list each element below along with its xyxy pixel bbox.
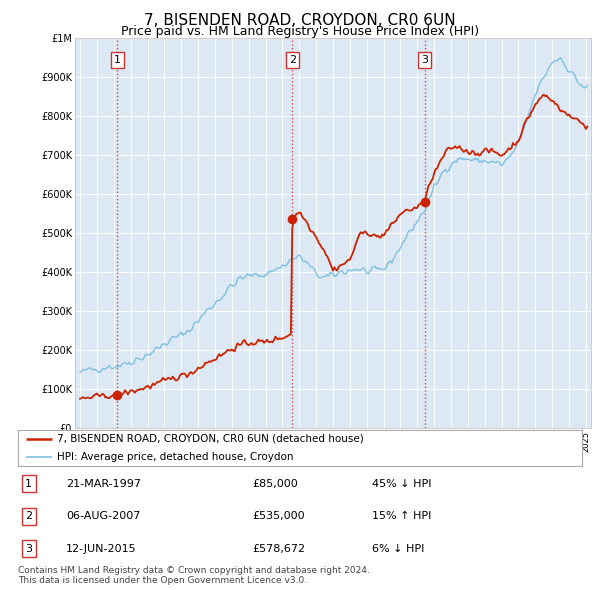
Text: 6% ↓ HPI: 6% ↓ HPI bbox=[372, 544, 424, 553]
Text: 06-AUG-2007: 06-AUG-2007 bbox=[66, 512, 140, 521]
Text: 1: 1 bbox=[25, 479, 32, 489]
Text: 2: 2 bbox=[25, 512, 32, 521]
Text: HPI: Average price, detached house, Croydon: HPI: Average price, detached house, Croy… bbox=[58, 452, 294, 462]
Text: 7, BISENDEN ROAD, CROYDON, CR0 6UN (detached house): 7, BISENDEN ROAD, CROYDON, CR0 6UN (deta… bbox=[58, 434, 364, 444]
Text: 12-JUN-2015: 12-JUN-2015 bbox=[66, 544, 137, 553]
Text: Contains HM Land Registry data © Crown copyright and database right 2024.
This d: Contains HM Land Registry data © Crown c… bbox=[18, 566, 370, 585]
Text: 21-MAR-1997: 21-MAR-1997 bbox=[66, 479, 141, 489]
Text: £535,000: £535,000 bbox=[252, 512, 305, 521]
Text: 1: 1 bbox=[114, 55, 121, 65]
Text: 3: 3 bbox=[421, 55, 428, 65]
Text: 45% ↓ HPI: 45% ↓ HPI bbox=[372, 479, 431, 489]
Text: 7, BISENDEN ROAD, CROYDON, CR0 6UN: 7, BISENDEN ROAD, CROYDON, CR0 6UN bbox=[144, 13, 456, 28]
Text: £85,000: £85,000 bbox=[252, 479, 298, 489]
Text: 15% ↑ HPI: 15% ↑ HPI bbox=[372, 512, 431, 521]
Text: Price paid vs. HM Land Registry's House Price Index (HPI): Price paid vs. HM Land Registry's House … bbox=[121, 25, 479, 38]
Text: 2: 2 bbox=[289, 55, 296, 65]
Text: 3: 3 bbox=[25, 544, 32, 553]
Text: £578,672: £578,672 bbox=[252, 544, 305, 553]
